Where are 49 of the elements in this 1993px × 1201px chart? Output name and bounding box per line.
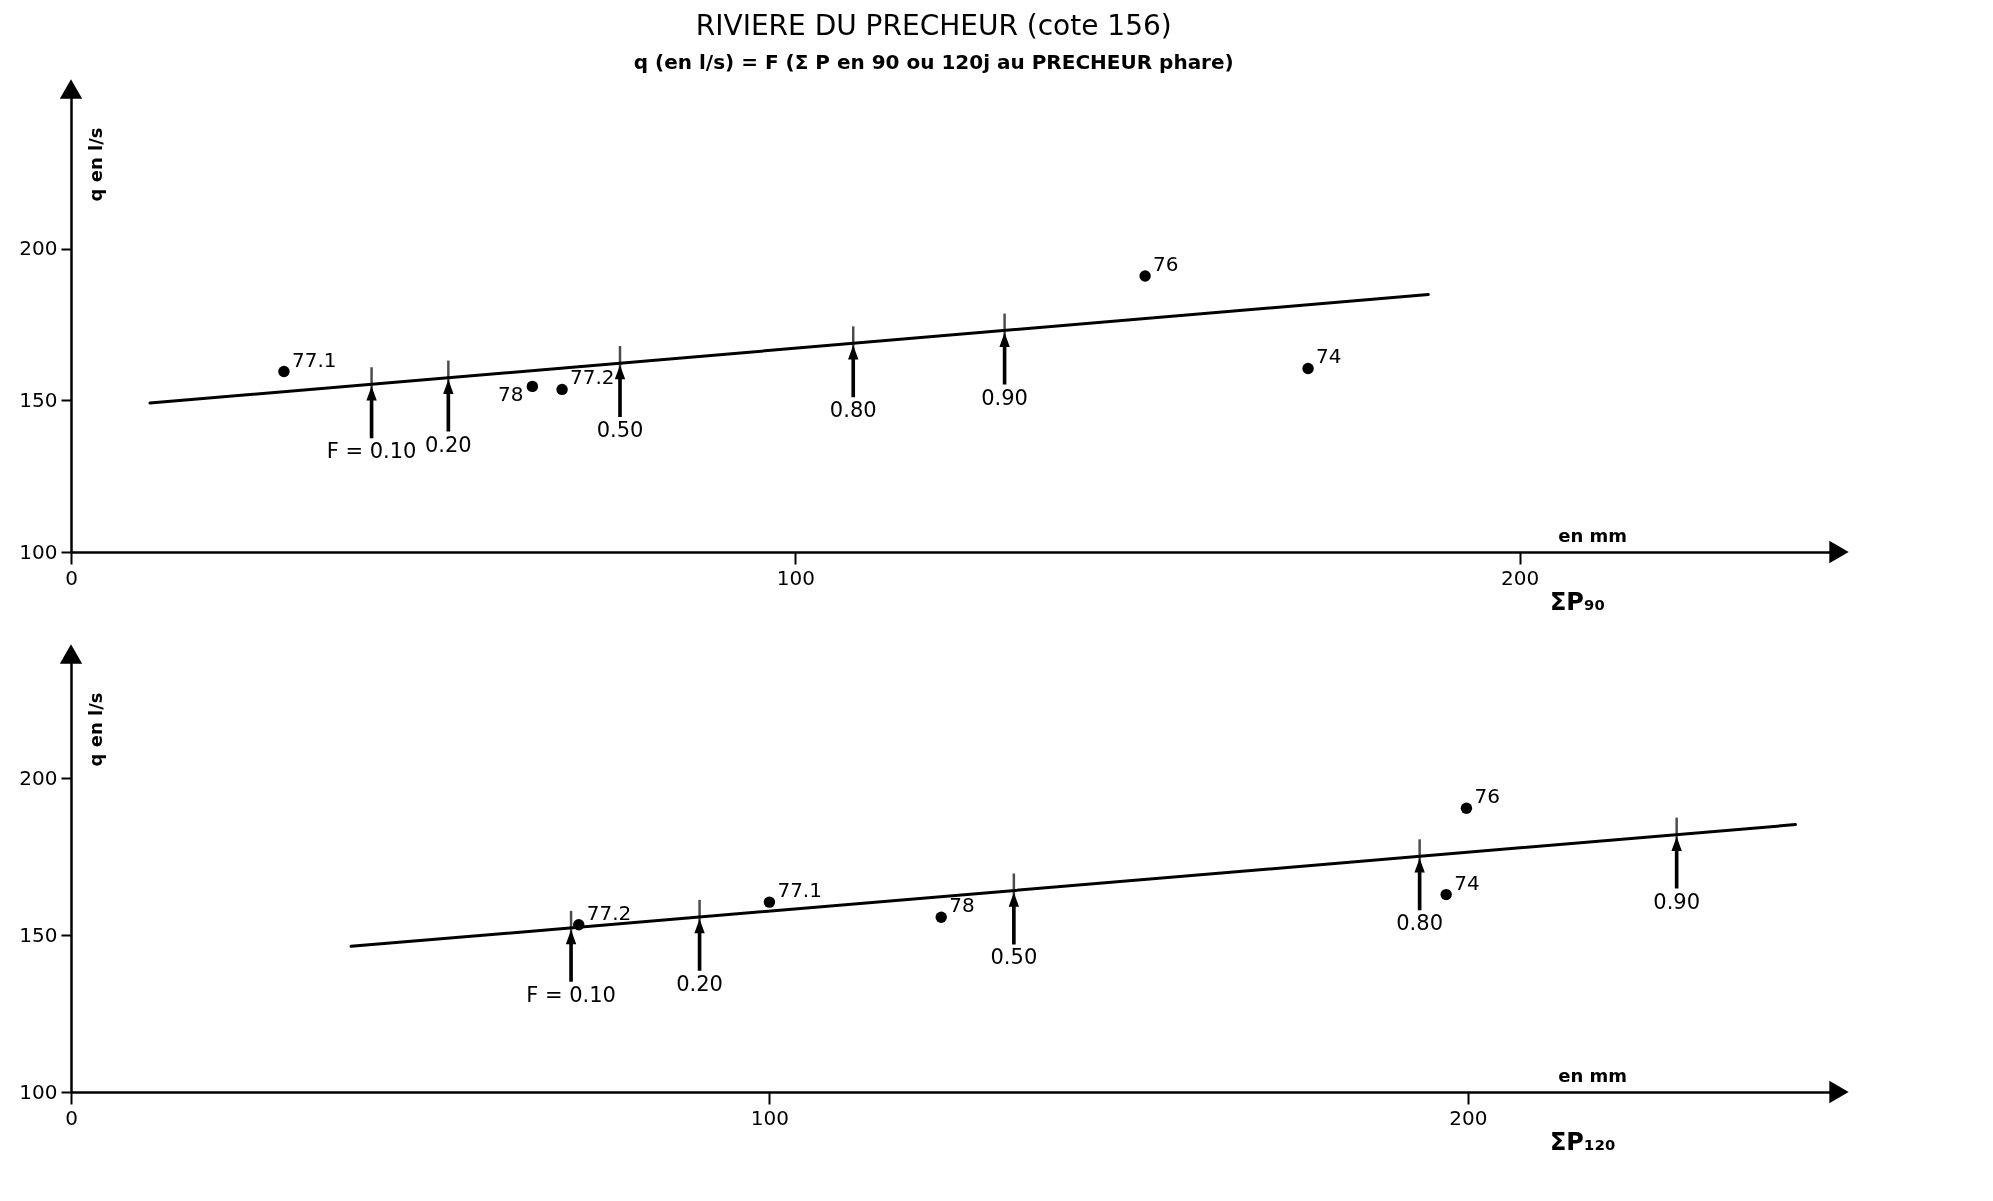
annotation: 0.80: [829, 398, 877, 423]
y-tick-label: 200: [19, 236, 58, 261]
point: [1460, 802, 1473, 814]
annotation: 0.50: [596, 418, 644, 443]
y-tick-label: 150: [19, 387, 58, 412]
annotation: 77.1: [777, 878, 822, 903]
annotation: 78: [497, 382, 524, 407]
annotation: 0.20: [424, 432, 472, 457]
annotation: en mm: [1558, 525, 1628, 546]
annotation: 0.20: [676, 971, 723, 996]
y-tick-label: 200: [19, 765, 58, 790]
annotation: 0.90: [1653, 889, 1701, 914]
annotation: F = 0.10: [526, 982, 616, 1007]
annotation: 0.90: [981, 385, 1028, 410]
point: [763, 896, 776, 908]
point: [526, 380, 539, 393]
annotation: 0.80: [1396, 911, 1444, 936]
chart-title: RIVIERE DU PRECHEUR (cote 156): [695, 9, 1172, 43]
annotation: F = 0.10: [326, 439, 417, 464]
y-tick-label: 150: [19, 922, 58, 947]
annotation: 76: [1153, 251, 1179, 276]
point: [556, 383, 568, 396]
y-axis-title: q en l/s: [84, 127, 106, 202]
annotation: 78: [949, 893, 975, 918]
annotation: en mm: [1558, 1065, 1628, 1086]
x-tick-label: 100: [750, 1105, 790, 1130]
x-tick-label: 200: [1449, 1105, 1488, 1130]
annotation: 76: [1474, 784, 1500, 809]
x-tick-label: 200: [1500, 565, 1540, 590]
x-tick-label: 0: [65, 565, 78, 590]
y-tick-label: 100: [19, 539, 58, 564]
annotation: 0.50: [990, 945, 1038, 970]
annotation: 77.2: [586, 900, 632, 925]
annotation: 77.1: [291, 347, 337, 372]
point: [1302, 362, 1314, 375]
point: [1440, 888, 1452, 901]
point: [935, 911, 947, 923]
annotation: 77.2: [570, 365, 615, 390]
chart-subtitle: q (en l/s) = F (Σ P en 90 ou 120j au PRECHEUR phare): [633, 50, 1234, 75]
annotation: 74: [1454, 870, 1480, 895]
y-axis-title: q en l/s: [84, 692, 106, 767]
x-axis-title: ΣP₉₀: [1549, 587, 1605, 616]
point: [1139, 270, 1151, 282]
point: [278, 365, 290, 378]
x-axis-title: ΣP₁₂₀: [1549, 1127, 1616, 1156]
x-tick-label: 100: [776, 565, 815, 590]
x-tick-label: 0: [65, 1105, 78, 1130]
y-tick-label: 100: [19, 1079, 58, 1104]
annotation: 74: [1316, 344, 1342, 369]
